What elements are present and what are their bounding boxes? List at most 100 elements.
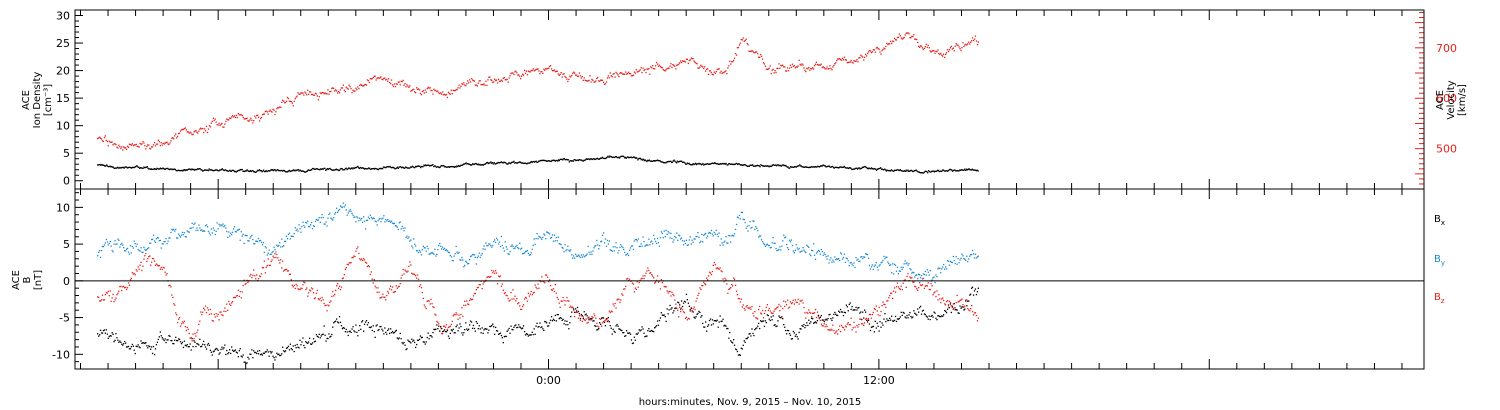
data-point <box>441 328 443 330</box>
data-point <box>301 225 303 228</box>
data-point <box>219 124 221 126</box>
data-point <box>548 160 551 162</box>
data-point <box>777 67 779 70</box>
data-point <box>191 168 193 170</box>
data-point <box>326 337 328 340</box>
data-point <box>170 339 172 342</box>
data-point <box>413 166 415 169</box>
data-point <box>155 168 157 171</box>
data-point <box>368 266 371 268</box>
data-point <box>676 162 678 164</box>
data-point <box>737 217 740 219</box>
data-point <box>600 79 602 81</box>
data-point <box>953 50 955 52</box>
data-point <box>316 95 318 97</box>
data-point <box>649 330 651 332</box>
data-point <box>462 259 464 261</box>
data-point <box>224 224 226 227</box>
data-point <box>907 317 909 319</box>
data-point <box>395 285 397 287</box>
data-point <box>322 92 324 94</box>
data-point <box>952 47 954 49</box>
data-point <box>345 86 347 88</box>
data-point <box>336 169 338 171</box>
data-point <box>640 278 642 280</box>
data-point <box>713 71 715 73</box>
data-point <box>247 170 249 172</box>
data-point <box>266 349 268 351</box>
data-point <box>504 161 506 164</box>
data-point <box>132 273 134 275</box>
data-point <box>722 244 724 246</box>
data-point <box>647 160 650 162</box>
data-point <box>373 75 375 77</box>
data-point <box>407 339 409 341</box>
data-point <box>399 283 401 285</box>
data-point <box>758 308 760 311</box>
data-point <box>811 68 813 70</box>
data-point <box>156 341 159 343</box>
data-point <box>534 69 536 71</box>
data-point <box>284 101 287 104</box>
data-point <box>125 166 127 168</box>
data-point <box>307 295 309 297</box>
data-point <box>138 346 140 348</box>
data-point <box>961 298 963 300</box>
data-point <box>552 318 555 320</box>
data-point <box>105 329 107 331</box>
data-point <box>935 170 937 173</box>
data-point <box>479 284 481 286</box>
data-point <box>342 169 344 171</box>
data-point <box>521 75 523 77</box>
data-point <box>458 314 460 316</box>
data-point <box>896 318 899 320</box>
data-point <box>685 163 687 165</box>
data-point <box>733 344 736 346</box>
data-point <box>497 161 499 164</box>
data-point <box>260 273 263 275</box>
data-point <box>918 311 920 313</box>
data-point <box>739 42 741 44</box>
data-point <box>519 242 521 244</box>
data-point <box>448 337 450 339</box>
data-point <box>511 72 513 74</box>
data-point <box>140 167 142 169</box>
data-point <box>391 330 394 333</box>
data-point <box>917 41 919 44</box>
data-point <box>217 124 219 126</box>
data-point <box>759 56 761 58</box>
data-point <box>194 222 196 224</box>
data-point <box>742 344 744 346</box>
data-point <box>333 322 335 324</box>
data-point <box>431 252 433 254</box>
data-point <box>254 115 256 117</box>
data-point <box>494 239 496 241</box>
data-point <box>275 111 277 113</box>
data-point <box>395 83 397 85</box>
data-point <box>537 68 539 70</box>
data-point <box>647 330 649 332</box>
data-point <box>762 320 765 322</box>
data-point <box>458 165 460 167</box>
data-point <box>914 312 916 314</box>
data-point <box>286 270 289 272</box>
data-point <box>170 231 172 234</box>
data-point <box>181 341 184 344</box>
data-point <box>330 300 332 302</box>
data-point <box>722 162 724 165</box>
data-point <box>418 89 421 91</box>
data-point <box>401 274 403 276</box>
data-point <box>181 169 183 171</box>
data-point <box>486 84 488 87</box>
data-point <box>559 306 561 308</box>
data-point <box>668 232 670 234</box>
data-point <box>98 296 100 299</box>
data-point <box>412 89 414 91</box>
data-point <box>349 330 351 332</box>
data-point <box>972 294 975 296</box>
data-point <box>629 247 632 249</box>
data-point <box>396 166 399 168</box>
data-point <box>372 76 374 79</box>
data-point <box>289 273 291 275</box>
data-point <box>442 331 444 333</box>
